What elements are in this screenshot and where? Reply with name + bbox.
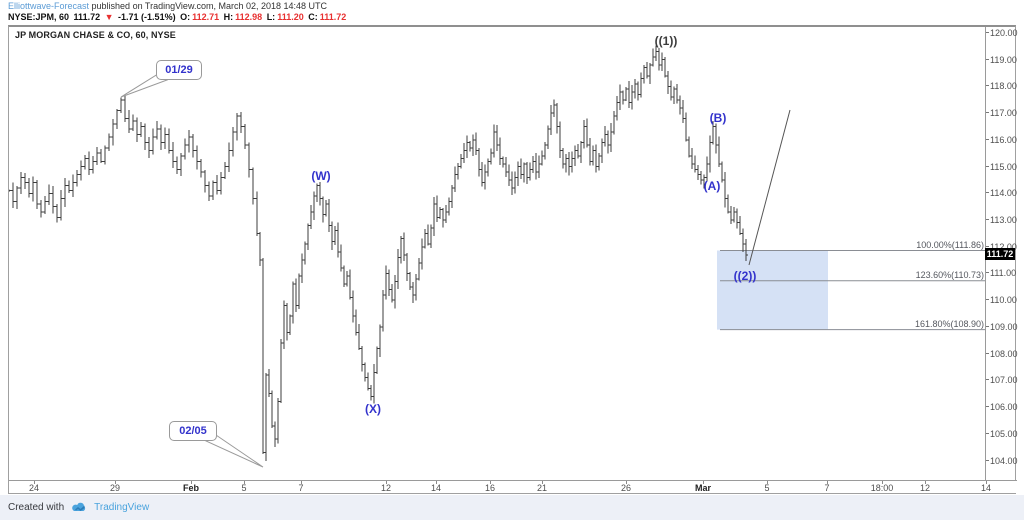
fib-zone[interactable] bbox=[717, 250, 828, 330]
down-arrow-icon: ▼ bbox=[104, 12, 114, 22]
time-tick-mark bbox=[115, 481, 116, 484]
tradingview-link[interactable]: TradingView bbox=[94, 501, 150, 513]
price-tick: 110.00 bbox=[986, 295, 1017, 305]
time-tick-label: 18:00 bbox=[870, 483, 894, 493]
time-tick-label: 21 bbox=[536, 483, 548, 493]
price-tick: 105.00 bbox=[986, 429, 1018, 439]
chart-title: JP MORGAN CHASE & CO, 60, NYSE bbox=[15, 30, 176, 40]
time-tick-mark bbox=[827, 481, 828, 484]
time-tick-label: 24 bbox=[28, 483, 40, 493]
price-tick: 111.00 bbox=[986, 268, 1016, 278]
time-tick-label: 29 bbox=[109, 483, 121, 493]
footer-bar: Created with TradingView bbox=[0, 495, 1024, 520]
time-tick-mark bbox=[490, 481, 491, 484]
attribution-link[interactable]: Elliottwave-Forecast bbox=[8, 1, 90, 11]
high-label: H: bbox=[223, 12, 234, 22]
price-tick: 113.00 bbox=[986, 215, 1017, 225]
price-axis[interactable]: 120.00 119.00 118.00 117.00 116.00 115.00 114.… bbox=[985, 27, 1018, 482]
price-tick: 120.00 bbox=[986, 28, 1018, 38]
time-tick-mark bbox=[882, 481, 883, 484]
time-tick-label: 12 bbox=[919, 483, 931, 493]
price-tick: 107.00 bbox=[986, 375, 1018, 385]
price-tick: 116.00 bbox=[986, 135, 1017, 145]
time-tick-mark bbox=[436, 481, 437, 484]
quote-line: NYSE:JPM, 60 111.72 ▼ -1.71 (-1.51%) O: 1… bbox=[8, 12, 1016, 23]
wave-label-X[interactable]: (X) bbox=[365, 402, 381, 416]
price-tick: 106.00 bbox=[986, 402, 1018, 412]
time-tick-mark bbox=[386, 481, 387, 484]
price-tick: 108.00 bbox=[986, 349, 1018, 359]
time-tick-label: 14 bbox=[980, 483, 992, 493]
callout-01-29[interactable]: 01/29 bbox=[156, 60, 202, 80]
time-tick-mark bbox=[925, 481, 926, 484]
time-axis[interactable]: 24 29 Feb 5 7 12 14 16 21 26 Mar 5 7 18:00 12 14 bbox=[9, 480, 1017, 493]
time-tick-mark bbox=[703, 481, 704, 484]
created-with-text: Created with bbox=[8, 501, 65, 513]
wave-label-W[interactable]: (W) bbox=[311, 169, 331, 183]
chart-canvas[interactable]: (W) (X) ((1)) (A) (B) ((2)) 01/29 02/05 100.00… bbox=[9, 27, 986, 482]
callout-02-05[interactable]: 02/05 bbox=[169, 421, 217, 441]
time-tick-label: 7 bbox=[298, 483, 304, 493]
time-tick-mark bbox=[301, 481, 302, 484]
price-plot-svg bbox=[9, 45, 986, 468]
time-tick-label: 5 bbox=[241, 483, 247, 493]
close-value: 111.72 bbox=[319, 12, 347, 22]
wave-label-1[interactable]: ((1)) bbox=[654, 34, 678, 48]
time-tick-mark bbox=[767, 481, 768, 484]
fib-label: 161.80%(108.90) bbox=[914, 318, 984, 329]
wave-label-B[interactable]: (B) bbox=[709, 111, 727, 125]
price-tick: 112.00 bbox=[986, 242, 1017, 252]
symbol-interval: NYSE:JPM, 60 bbox=[8, 12, 70, 22]
time-tick-label: 14 bbox=[430, 483, 442, 493]
open-value: 112.71 bbox=[192, 12, 220, 22]
time-tick-mark bbox=[244, 481, 245, 484]
wave-label-2[interactable]: ((2)) bbox=[733, 269, 757, 283]
price-tick: 115.00 bbox=[986, 162, 1017, 172]
attribution-text: published on TradingView.com, March 02, … bbox=[89, 1, 328, 11]
price-tick: 104.00 bbox=[986, 456, 1018, 466]
open-label: O: bbox=[180, 12, 191, 22]
wave-label-A[interactable]: (A) bbox=[703, 179, 721, 193]
time-tick-mark bbox=[191, 481, 192, 484]
projection-arrow-line[interactable] bbox=[748, 109, 791, 266]
close-label: C: bbox=[308, 12, 318, 22]
price-tick: 109.00 bbox=[986, 322, 1018, 332]
fib-label: 123.60%(110.73) bbox=[915, 269, 984, 280]
chart-frame: JP MORGAN CHASE & CO, 60, NYSE (W) (X) ((1… bbox=[8, 25, 1018, 494]
time-tick-label: 7 bbox=[824, 483, 830, 493]
price-tick: 118.00 bbox=[986, 81, 1017, 91]
tradingview-cloud-icon bbox=[72, 502, 86, 511]
time-tick-label: 16 bbox=[484, 483, 496, 493]
ohlc-bars bbox=[9, 45, 748, 461]
time-tick-label: 12 bbox=[380, 483, 392, 493]
price-tick: 114.00 bbox=[986, 188, 1017, 198]
last-price: 111.72 bbox=[73, 12, 101, 22]
fib-label: 100.00%(111.86) bbox=[916, 239, 984, 250]
price-tick: 117.00 bbox=[986, 108, 1017, 118]
last-price-badge: 111.72 bbox=[985, 248, 1015, 261]
high-value: 112.98 bbox=[235, 12, 263, 22]
header: Elliottwave-Forecast published on Tradin… bbox=[8, 1, 1016, 23]
time-tick-label: 5 bbox=[764, 483, 770, 493]
time-tick-mark bbox=[34, 481, 35, 484]
time-tick-mark bbox=[542, 481, 543, 484]
time-tick-mark bbox=[626, 481, 627, 484]
change-value: -1.71 (-1.51%) bbox=[118, 12, 176, 22]
time-tick-label: 26 bbox=[620, 483, 632, 493]
price-tick: 119.00 bbox=[986, 55, 1017, 65]
time-tick-label: Mar bbox=[694, 483, 712, 493]
low-value: 111.20 bbox=[277, 12, 304, 22]
low-label: L: bbox=[266, 12, 276, 22]
time-tick-label: Feb bbox=[182, 483, 200, 493]
time-tick-mark bbox=[986, 481, 987, 484]
attribution-line: Elliottwave-Forecast published on Tradin… bbox=[8, 1, 1016, 12]
